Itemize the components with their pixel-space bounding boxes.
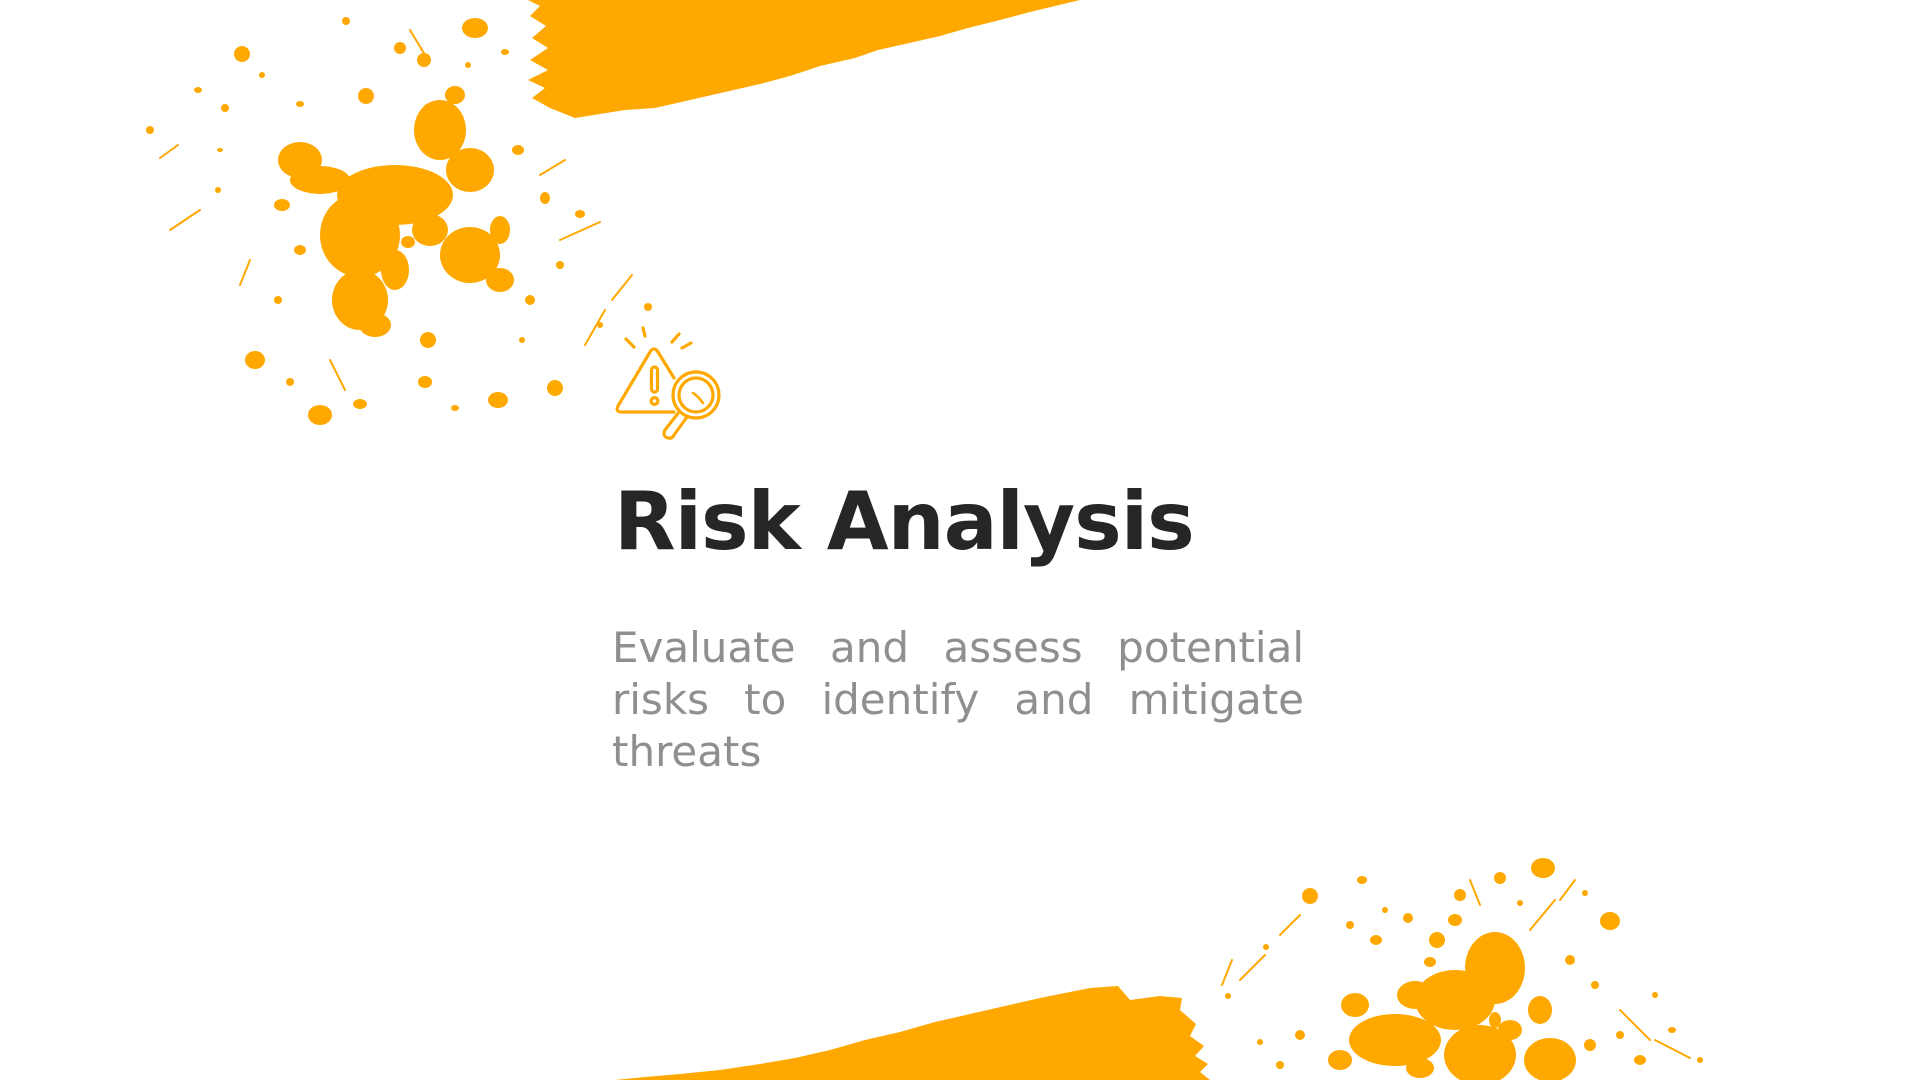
top-left-splash-streaks <box>159 29 633 391</box>
bottom-right-splash-streaks <box>1221 879 1691 1059</box>
bottom-brush-stroke <box>615 986 1210 1080</box>
bottom-right-splash <box>1225 858 1703 1080</box>
top-brush-stroke <box>528 0 1080 118</box>
slide-title: Risk Analysis <box>614 475 1195 568</box>
slide-subtitle: Evaluate and assess potential risks to i… <box>612 623 1304 776</box>
top-left-splash <box>146 17 652 425</box>
warning-magnifier-icon <box>615 326 721 440</box>
